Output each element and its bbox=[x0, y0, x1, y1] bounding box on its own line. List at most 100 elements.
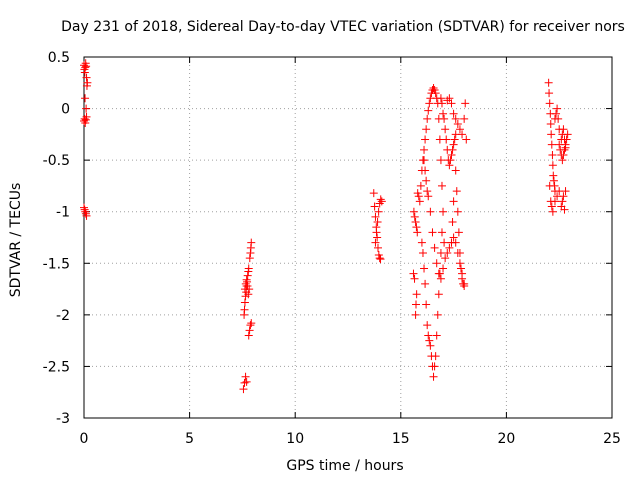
data-point bbox=[449, 140, 458, 149]
data-point bbox=[451, 114, 460, 123]
data-point bbox=[370, 202, 379, 211]
data-point bbox=[546, 120, 555, 129]
data-point bbox=[240, 305, 249, 314]
data-point bbox=[445, 161, 454, 170]
data-point bbox=[560, 145, 569, 154]
data-point bbox=[246, 321, 255, 330]
data-point bbox=[420, 156, 429, 165]
data-point bbox=[561, 143, 570, 152]
data-point bbox=[453, 207, 462, 216]
data-point bbox=[449, 197, 458, 206]
data-point bbox=[424, 192, 433, 201]
data-point bbox=[422, 125, 431, 134]
data-point bbox=[371, 238, 380, 247]
data-point bbox=[436, 94, 445, 103]
data-point bbox=[544, 78, 553, 87]
data-point bbox=[545, 99, 554, 108]
data-point bbox=[430, 362, 439, 371]
data-point bbox=[242, 275, 251, 284]
data-point bbox=[563, 130, 572, 139]
data-point bbox=[420, 145, 429, 154]
data-point bbox=[447, 99, 456, 108]
data-point bbox=[434, 269, 443, 278]
x-tick-label: 15 bbox=[392, 431, 410, 447]
data-point bbox=[244, 331, 253, 340]
data-point bbox=[442, 135, 451, 144]
data-point bbox=[426, 207, 435, 216]
data-point bbox=[240, 298, 249, 307]
data-point bbox=[80, 203, 88, 212]
data-point bbox=[373, 233, 382, 242]
data-point bbox=[421, 166, 430, 175]
data-point bbox=[244, 264, 253, 273]
data-point bbox=[242, 377, 251, 386]
data-point bbox=[425, 99, 434, 108]
data-point bbox=[449, 233, 458, 242]
data-point bbox=[553, 104, 562, 113]
data-point bbox=[454, 228, 463, 237]
data-point bbox=[559, 192, 568, 201]
data-point bbox=[429, 83, 438, 92]
y-tick-label: -1.5 bbox=[43, 256, 70, 272]
data-point bbox=[547, 202, 556, 211]
data-point bbox=[440, 238, 449, 247]
data-point bbox=[243, 271, 252, 280]
data-point bbox=[455, 248, 464, 257]
data-points bbox=[80, 59, 572, 394]
data-point bbox=[448, 145, 457, 154]
data-point bbox=[371, 212, 380, 221]
data-point bbox=[460, 281, 469, 290]
data-point bbox=[376, 195, 385, 204]
data-point bbox=[422, 300, 431, 309]
data-point bbox=[424, 331, 433, 340]
y-tick-label: -0.5 bbox=[43, 153, 70, 169]
data-point bbox=[437, 181, 446, 190]
data-point bbox=[244, 290, 253, 299]
data-point bbox=[545, 89, 554, 98]
data-point bbox=[241, 372, 250, 381]
data-point bbox=[458, 130, 467, 139]
data-point bbox=[412, 300, 421, 309]
data-point bbox=[437, 228, 446, 237]
data-point bbox=[426, 341, 435, 350]
data-point bbox=[456, 264, 465, 273]
data-point bbox=[561, 187, 570, 196]
data-point bbox=[372, 228, 381, 237]
data-point bbox=[375, 254, 384, 263]
data-point bbox=[443, 248, 452, 257]
data-point bbox=[240, 378, 249, 387]
data-point bbox=[558, 156, 567, 165]
y-axis-label: SDTVAR / TECUs bbox=[8, 183, 24, 298]
data-point bbox=[417, 238, 426, 247]
data-point bbox=[376, 255, 385, 264]
data-point bbox=[445, 94, 454, 103]
data-point bbox=[80, 205, 89, 214]
data-point bbox=[562, 135, 571, 144]
data-point bbox=[411, 218, 420, 227]
data-point bbox=[439, 207, 448, 216]
data-point bbox=[455, 125, 464, 134]
data-point bbox=[545, 181, 554, 190]
x-axis-label: GPS time / hours bbox=[286, 458, 403, 474]
data-point bbox=[413, 228, 422, 237]
data-point bbox=[369, 189, 378, 198]
plot-frame bbox=[83, 56, 613, 419]
data-point bbox=[82, 104, 91, 113]
data-point bbox=[83, 78, 92, 87]
y-tick-label: -1 bbox=[56, 205, 70, 221]
data-point bbox=[548, 161, 557, 170]
data-point bbox=[375, 199, 384, 208]
data-point bbox=[424, 106, 433, 115]
data-point bbox=[82, 73, 91, 82]
data-point bbox=[373, 243, 382, 252]
data-point bbox=[440, 114, 449, 123]
data-point bbox=[247, 319, 256, 328]
axis-ticks: 0 5 10 15 20 25 0.5 0 -0.5 -1 -1.5 -2 -2.5 -3 bbox=[43, 50, 621, 447]
data-point bbox=[458, 274, 467, 283]
data-point bbox=[461, 99, 470, 108]
data-point bbox=[446, 156, 455, 165]
data-point bbox=[441, 254, 450, 263]
data-point bbox=[462, 135, 471, 144]
data-point bbox=[430, 243, 439, 252]
